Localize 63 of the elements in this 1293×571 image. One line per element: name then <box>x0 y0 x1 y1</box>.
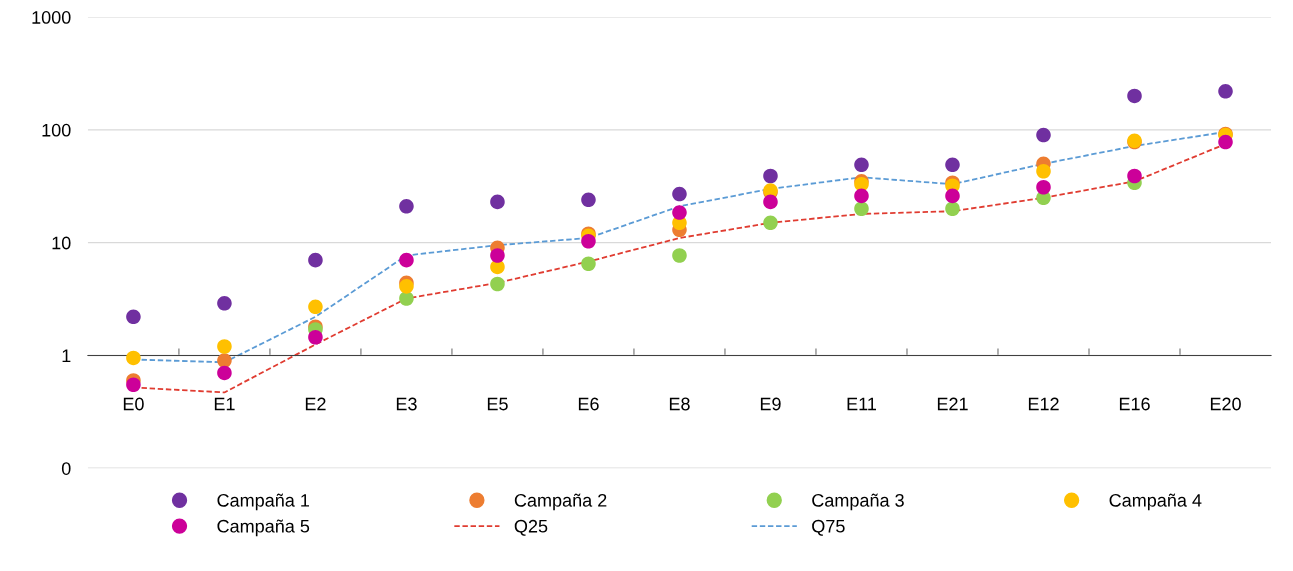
point <box>126 309 141 325</box>
point <box>217 296 232 311</box>
x-tick-label: E11 <box>847 397 876 411</box>
point <box>581 233 596 249</box>
y-tick-label: 1 <box>62 349 71 362</box>
legend-label: Campaña 4 <box>1109 493 1202 511</box>
point <box>854 157 869 173</box>
legend-label: Campaña 3 <box>812 493 904 511</box>
point <box>490 248 505 263</box>
point <box>1218 134 1233 150</box>
point <box>1036 127 1051 143</box>
point <box>308 252 323 268</box>
point <box>1127 88 1142 104</box>
point <box>581 256 596 272</box>
legend-label: Campaña 1 <box>217 493 310 511</box>
legend-label: Campaña 5 <box>217 519 310 537</box>
point <box>217 339 232 354</box>
legend-label: Campaña 2 <box>514 493 607 511</box>
point <box>308 299 323 315</box>
x-tick-label: E21 <box>937 397 968 411</box>
y-tick-label: 10 <box>52 236 71 250</box>
point <box>1036 163 1051 179</box>
y-tick-label: 1000 <box>32 11 71 24</box>
x-tick-label: E8 <box>669 397 690 411</box>
point <box>854 201 869 217</box>
x-tick-label: E16 <box>1119 397 1150 411</box>
point <box>945 188 960 204</box>
x-tick-label: E20 <box>1210 397 1241 411</box>
x-tick-label: E5 <box>487 397 508 411</box>
point <box>672 248 687 263</box>
point <box>308 329 323 345</box>
point <box>945 157 960 173</box>
legend-label: Q75 <box>812 519 845 536</box>
point <box>399 199 414 214</box>
x-tick-label: E2 <box>305 397 326 411</box>
point <box>672 205 687 220</box>
point <box>399 252 414 268</box>
point <box>490 194 505 210</box>
point <box>126 377 141 393</box>
y-tick-label: 0 <box>61 462 71 475</box>
point <box>854 188 869 204</box>
x-tick-label: E6 <box>578 397 599 411</box>
x-tick-label: E9 <box>760 397 781 411</box>
point <box>763 194 778 210</box>
x-tick-label: E1 <box>214 397 235 411</box>
point <box>126 350 141 366</box>
point <box>399 279 414 294</box>
point <box>763 215 778 231</box>
point <box>581 192 596 208</box>
point <box>490 276 505 292</box>
x-tick-label: E0 <box>123 397 144 411</box>
point <box>763 168 778 184</box>
legend-label: Q25 <box>514 519 548 536</box>
x-tick-label: E3 <box>396 397 417 411</box>
point <box>1218 84 1233 99</box>
point <box>945 201 960 217</box>
y-tick-label: 100 <box>42 123 71 137</box>
point <box>672 186 687 202</box>
point <box>399 291 414 306</box>
point <box>1036 179 1051 195</box>
x-tick-label: E12 <box>1028 397 1059 411</box>
point <box>1127 168 1142 184</box>
point <box>217 365 232 381</box>
